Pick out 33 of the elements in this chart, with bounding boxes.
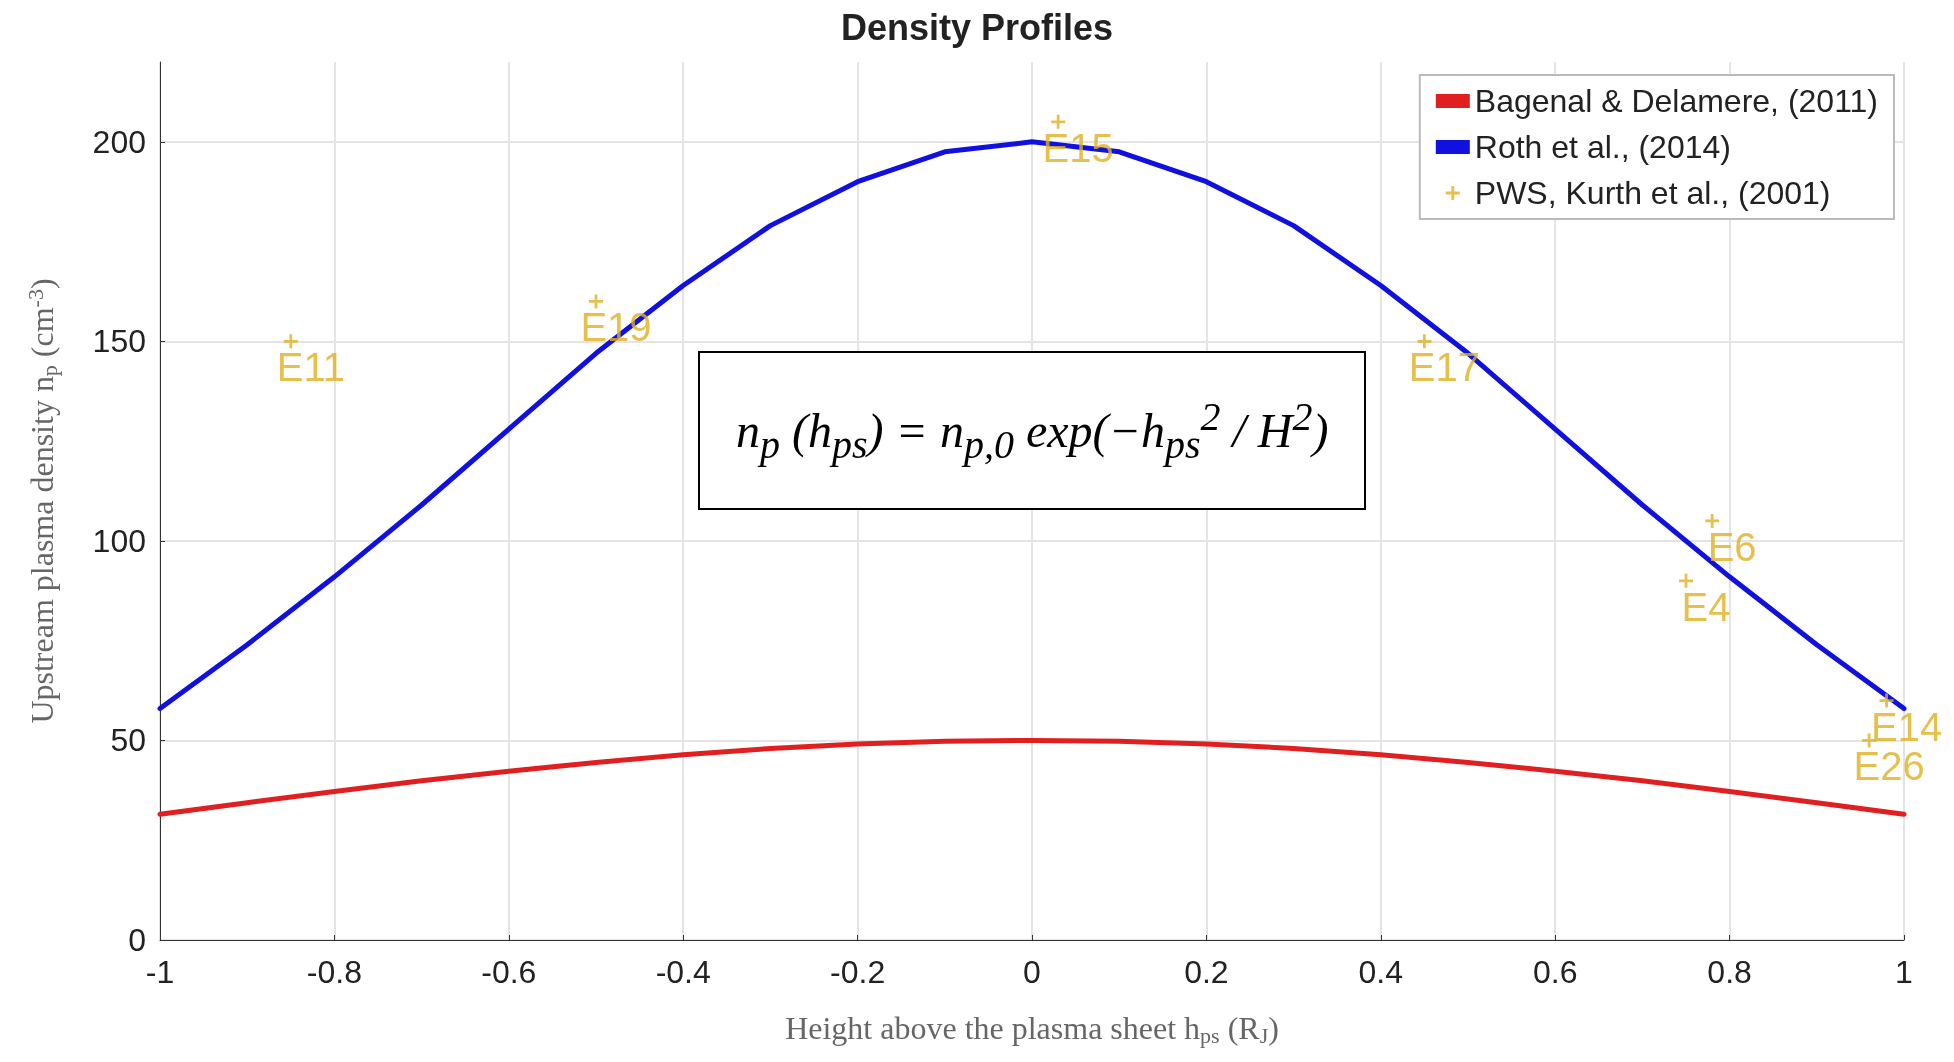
x-tick-label: 0.2 bbox=[1184, 954, 1229, 990]
y-tick-label: 200 bbox=[92, 123, 146, 160]
x-tick-label: -0.4 bbox=[655, 954, 711, 990]
y-tick-label: 50 bbox=[110, 722, 146, 759]
x-tick-label: 0.4 bbox=[1358, 954, 1404, 990]
y-tick-label: 100 bbox=[92, 522, 146, 559]
data-label: E6 bbox=[1707, 524, 1757, 569]
point bbox=[1679, 573, 1693, 588]
legend-label: Bagenal & Delamere, (2011) bbox=[1474, 83, 1878, 119]
x-tick-label: 0.6 bbox=[1532, 954, 1578, 990]
data-label: E17 bbox=[1408, 345, 1480, 390]
data-label: E11 bbox=[276, 345, 345, 390]
point bbox=[1051, 114, 1066, 129]
x-tick-label: -1 bbox=[145, 954, 175, 990]
x-tick-label: -0.2 bbox=[830, 954, 886, 990]
point bbox=[589, 294, 603, 309]
point bbox=[283, 334, 298, 349]
y-axis-title: Upstream plasma density np (cm-3) bbox=[22, 278, 62, 724]
text: n$_{p}$ (h$_{ps}$) = n$_{p,0}$ exp(−h$_{ps}$$^{2}$ / H$^{2}$) bbox=[736, 394, 1329, 467]
y-tick-label: 150 bbox=[92, 323, 146, 360]
chart-title: Density Profiles bbox=[840, 6, 1114, 48]
x-tick-label: 0 bbox=[1023, 954, 1041, 990]
point bbox=[1417, 334, 1432, 349]
x-tick-label: -0.8 bbox=[306, 954, 362, 990]
y-tick-label: 0 bbox=[128, 922, 146, 958]
point bbox=[1705, 513, 1720, 528]
x-tick-label: 1 bbox=[1895, 954, 1913, 990]
x-tick-label: 0.8 bbox=[1707, 954, 1752, 990]
data-label: E4 bbox=[1681, 584, 1731, 629]
x-tick-label: -0.6 bbox=[481, 954, 537, 990]
legend-label: Roth et al., (2014) bbox=[1474, 129, 1731, 165]
legend-label: PWS, Kurth et al., (2001) bbox=[1474, 175, 1831, 211]
point bbox=[1879, 693, 1894, 708]
